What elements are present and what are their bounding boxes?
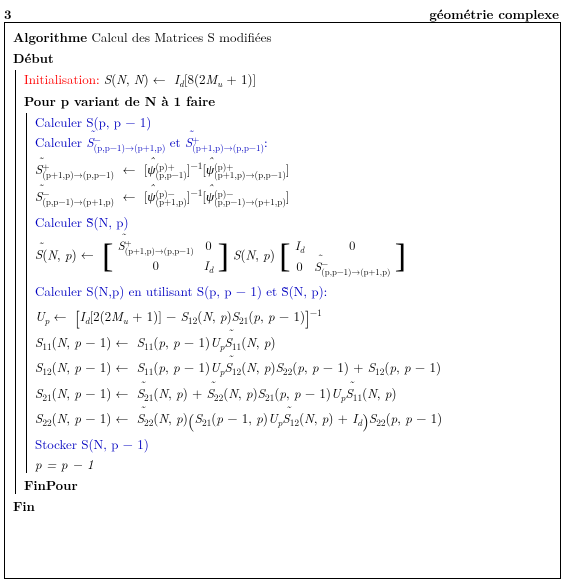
eq-s21: S21(N, p − 1)← S21(N, p) + S22(N, p)S21(… (35, 384, 552, 404)
block-main: Initialisation: S(N, N)← Id[8(2Mu + 1)] … (15, 70, 552, 494)
eq-s22: S22(N, p − 1)← S22(N, p)(S21(p − 1, p)Up… (35, 409, 552, 429)
eq-s11: S11(N, p − 1)← S11(p, p − 1)UpS11(N, p) (35, 333, 552, 353)
section-title: géométrie complexe (429, 4, 559, 23)
kw-finpour: FinPour (24, 476, 552, 494)
calc-snp-text: Calculer S̃(N, p) (35, 212, 129, 231)
kw-pour: Pour p variant de N à 1 faire (24, 92, 552, 110)
algo-title: Algorithme Calcul des Matrices S modifié… (13, 27, 552, 46)
algo-keyword: Algorithme (13, 27, 87, 46)
line-calc-stilde-np: Calculer S̃(N, p) (35, 213, 552, 231)
block-loop: Calculer S(p, p − 1) Calculer S−(p,p−1)→… (26, 113, 552, 473)
eq-s12: S12(N, p − 1)← S11(p, p − 1)UpS12(N, p)S… (35, 358, 552, 378)
calc-prefix: Calculer (35, 132, 82, 151)
line-calc-spp: Calculer S(p, p − 1) (35, 113, 552, 131)
init-label: Initialisation: (24, 69, 100, 88)
calc-snp-using-text: Calculer S(N,p) en utilisant S(p, p − 1)… (35, 281, 327, 300)
eq-sminus: S−(p,p−1)→(p+1,p) ← [ψ(p)−(p+1,p)]−1[ψ(p… (35, 186, 552, 207)
and-word: et (170, 132, 181, 151)
dec-text: p = p − 1 (35, 454, 94, 473)
algorithm-box: Algorithme Calcul des Matrices S modifié… (4, 22, 561, 579)
eq-splus: S+(p+1,p)→(p,p−1) ← [ψ(p)+(p,p−1)]−1[ψ(p… (35, 159, 552, 180)
line-stocker: Stocker S(N, p − 1) (35, 435, 552, 453)
eq-up: Up← [Id[2(2Mu + 1)] − S12(N, p)S21(p, p … (35, 306, 552, 327)
line-calc-snp-using: Calculer S(N,p) en utilisant S(p, p − 1)… (35, 282, 552, 300)
line-init: Initialisation: S(N, N)← Id[8(2Mu + 1)] (24, 70, 552, 90)
stocker-text: Stocker S(N, p − 1) (35, 434, 149, 453)
kw-debut: Début (13, 49, 552, 67)
page-number: 3 (4, 4, 11, 23)
eq-stilde-np: S(N, p)← [ S+(p+1,p)→(p,p−1) 0 0 Id ] S(… (35, 237, 552, 277)
algo-title-text: Calcul des Matrices S modifiées (91, 27, 271, 46)
line-decrement: p = p − 1 (35, 455, 552, 473)
kw-fin: Fin (13, 497, 552, 515)
line-calc-stilde-pair: Calculer S−(p,p−1)→(p+1,p) et S+(p+1,p)→… (35, 133, 552, 153)
